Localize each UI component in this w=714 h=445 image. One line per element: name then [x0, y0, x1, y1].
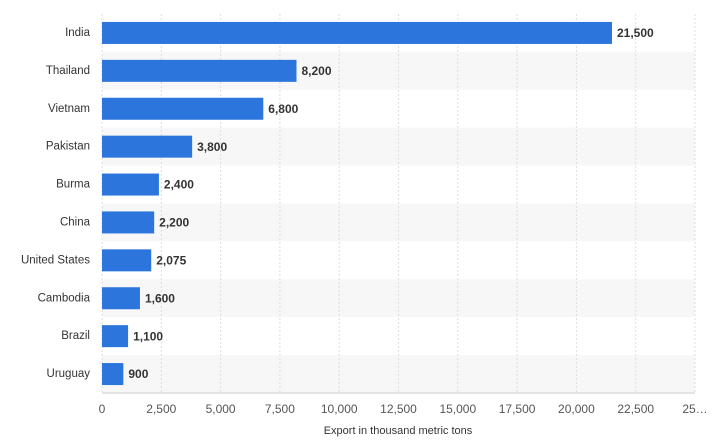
y-tick-label: India [65, 27, 91, 39]
x-tick-label: 7,500 [265, 402, 295, 416]
value-label: 6,800 [268, 102, 298, 116]
bar [102, 325, 129, 348]
bar [102, 211, 155, 234]
bar [102, 59, 297, 82]
value-label: 8,200 [302, 64, 332, 78]
x-tick-label: 5,000 [206, 402, 236, 416]
y-tick-label: United States [21, 254, 90, 266]
value-label: 1,100 [133, 329, 163, 343]
y-tick-label: Pakistan [46, 141, 90, 153]
bar [102, 21, 612, 44]
x-tick-label: 22,500 [617, 402, 654, 416]
value-label: 3,800 [197, 140, 227, 154]
y-tick-label: Thailand [46, 65, 90, 77]
y-tick-label: Uruguay [47, 368, 91, 380]
bar [102, 97, 264, 120]
x-tick-label: 25… [682, 402, 707, 416]
x-tick-label: 15,000 [439, 402, 476, 416]
value-label: 21,500 [617, 26, 654, 40]
value-label: 900 [128, 367, 148, 381]
value-label: 2,075 [156, 254, 186, 268]
value-label: 1,600 [145, 291, 175, 305]
bar [102, 135, 193, 158]
value-label: 2,400 [164, 178, 194, 192]
y-tick-label: Cambodia [38, 292, 91, 304]
y-tick-label: China [60, 216, 91, 228]
x-tick-label: 17,500 [499, 402, 536, 416]
bar [102, 363, 124, 386]
x-axis-label: Export in thousand metric tons [324, 425, 473, 437]
y-tick-label: Brazil [61, 330, 90, 342]
x-tick-label: 12,500 [380, 402, 417, 416]
y-tick-label: Burma [56, 179, 90, 191]
x-tick-label: 20,000 [558, 402, 595, 416]
x-tick-label: 10,000 [321, 402, 358, 416]
y-tick-label: Vietnam [48, 103, 90, 115]
x-tick-label: 0 [99, 402, 106, 416]
value-label: 2,200 [159, 216, 189, 230]
bar [102, 249, 152, 272]
x-tick-label: 2,500 [146, 402, 176, 416]
bar [102, 173, 159, 196]
bar [102, 287, 140, 310]
